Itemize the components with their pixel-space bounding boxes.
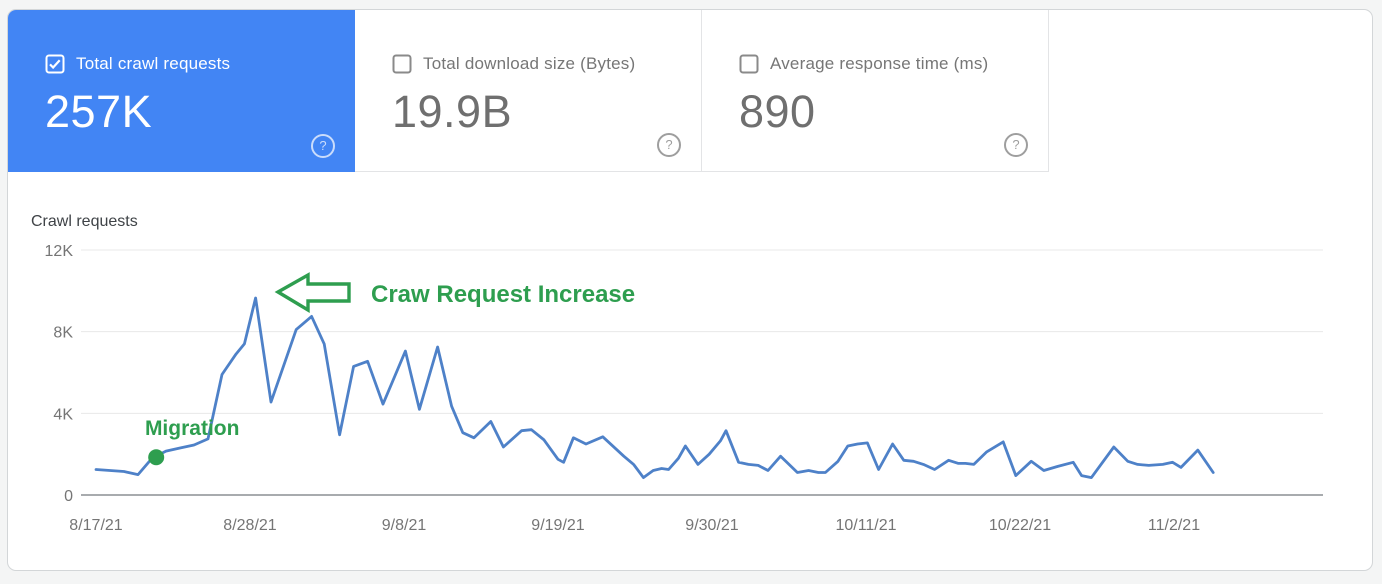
metric-cards-row: Total crawl requests 257K ? Total downlo… xyxy=(8,10,1372,172)
left-arrow-icon xyxy=(274,272,351,314)
x-tick-label: 11/2/21 xyxy=(1148,517,1200,534)
metric-label: Average response time (ms) xyxy=(770,54,989,73)
metric-card[interactable]: Total download size (Bytes) 19.9B ? xyxy=(355,10,702,172)
crawl-requests-line[interactable] xyxy=(94,296,1215,480)
metric-label: Total download size (Bytes) xyxy=(423,54,636,73)
metric-label: Total crawl requests xyxy=(76,54,231,73)
question-mark-icon[interactable]: ? xyxy=(311,134,335,158)
metric-card[interactable]: Average response time (ms) 890 ? xyxy=(702,10,1049,172)
x-tick-label: 9/8/21 xyxy=(382,517,427,534)
cards-row-spacer xyxy=(1049,10,1372,172)
x-tick-label: 10/11/21 xyxy=(835,517,896,534)
metric-card[interactable]: Total crawl requests 257K ? xyxy=(8,10,355,172)
y-tick-label: 0 xyxy=(64,488,73,505)
x-tick-label: 9/30/21 xyxy=(685,517,738,534)
metric-checkbox[interactable] xyxy=(392,54,412,74)
metric-checkbox[interactable] xyxy=(45,54,65,74)
x-tick-label: 8/17/21 xyxy=(69,517,122,534)
crawl-stats-panel: Total crawl requests 257K ? Total downlo… xyxy=(7,9,1373,571)
y-tick-label: 12K xyxy=(45,243,74,260)
metric-value: 257K xyxy=(45,86,153,137)
crawl-increase-annotation-label: Craw Request Increase xyxy=(371,281,635,308)
y-tick-label: 4K xyxy=(53,406,73,423)
migration-dot-marker xyxy=(148,449,165,466)
metric-checkbox[interactable] xyxy=(739,54,759,74)
chart-title: Crawl requests xyxy=(31,213,138,230)
crawl-requests-chart: 0 4K 8K 12K 8/17/21 8/28/21 9/8/21 9/19/21 9/30/… xyxy=(45,243,1323,534)
question-mark-icon[interactable]: ? xyxy=(657,133,681,157)
question-mark-icon[interactable]: ? xyxy=(1004,133,1028,157)
migration-annotation-label: Migration xyxy=(145,417,240,440)
x-tick-label: 8/28/21 xyxy=(223,517,276,534)
x-tick-label: 10/22/21 xyxy=(989,517,1051,534)
metric-value: 19.9B xyxy=(392,86,513,137)
metric-value: 890 xyxy=(739,86,816,137)
y-tick-label: 8K xyxy=(53,325,73,342)
x-tick-label: 9/19/21 xyxy=(531,517,584,534)
